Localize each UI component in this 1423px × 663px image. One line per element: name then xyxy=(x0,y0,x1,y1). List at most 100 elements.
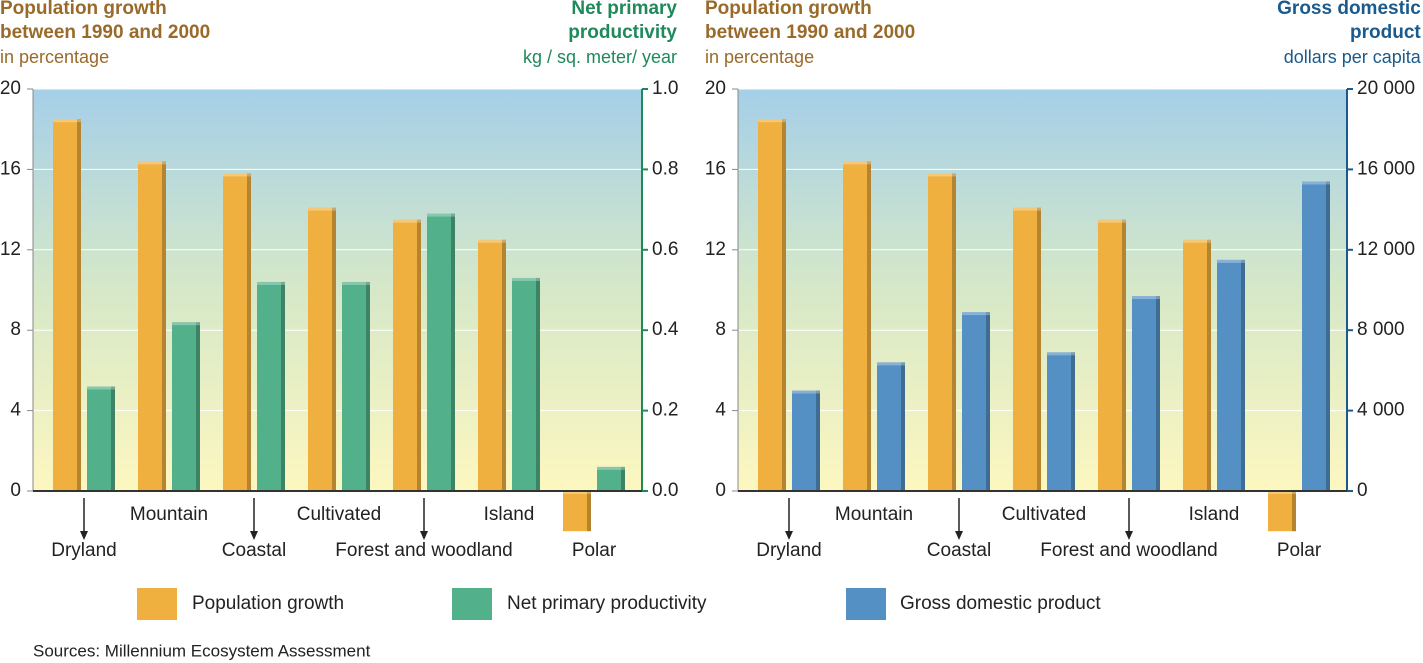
bar-top xyxy=(87,386,115,390)
plot-background xyxy=(738,89,1347,491)
x-tick-label: Cultivated xyxy=(1002,504,1087,525)
bar-side xyxy=(621,466,625,491)
bar xyxy=(427,213,455,491)
bar-top xyxy=(138,161,166,165)
x-tick-label: Coastal xyxy=(222,540,286,561)
y2-tick-label: 1.0 xyxy=(652,78,678,99)
bar-side xyxy=(1156,296,1160,491)
bar-side xyxy=(366,281,370,491)
y-tick-label: 20 xyxy=(705,78,726,99)
bar xyxy=(1132,296,1160,491)
bar xyxy=(342,281,370,491)
bar-top xyxy=(1183,239,1211,243)
y2-axis-unit: dollars per capita xyxy=(1284,47,1422,67)
y-tick-label: 0 xyxy=(10,480,21,501)
bar xyxy=(53,119,81,492)
bar xyxy=(877,362,905,491)
y-tick-label: 16 xyxy=(705,158,726,179)
y2-axis-title: Gross domestic xyxy=(1277,0,1421,19)
y2-tick-label: 12 000 xyxy=(1357,239,1415,260)
legend-label: Population growth xyxy=(192,593,344,614)
y2-axis-unit: kg / sq. meter/ year xyxy=(523,47,677,67)
bar xyxy=(563,491,591,532)
y2-axis-title: product xyxy=(1350,22,1421,43)
y-tick-label: 4 xyxy=(715,400,726,421)
legend-swatch xyxy=(452,588,492,620)
x-tick-label: Mountain xyxy=(130,504,208,525)
y-axis-unit: in percentage xyxy=(0,47,109,67)
bar xyxy=(1268,491,1296,532)
bar-top xyxy=(53,119,81,123)
x-tick-label: Dryland xyxy=(51,540,116,561)
bar-top xyxy=(342,281,370,285)
bar-side xyxy=(196,322,200,491)
arrow-head xyxy=(250,531,258,540)
y2-tick-label: 0.0 xyxy=(652,480,678,501)
y-tick-label: 12 xyxy=(0,239,21,260)
y2-axis-title: Net primary xyxy=(571,0,677,19)
bar xyxy=(257,281,285,491)
bar-side xyxy=(1037,207,1041,491)
x-tick-label: Dryland xyxy=(756,540,821,561)
bar xyxy=(1013,207,1041,491)
bar-side xyxy=(782,119,786,492)
x-tick-label: Polar xyxy=(1277,540,1322,561)
bar xyxy=(1098,219,1126,491)
bar-side xyxy=(1241,259,1245,491)
bar-top xyxy=(223,173,251,177)
y-tick-label: 4 xyxy=(10,400,21,421)
bar-top xyxy=(512,277,540,281)
bar-top xyxy=(1098,219,1126,223)
bar-side xyxy=(1207,239,1211,491)
bar xyxy=(172,322,200,491)
bar-top xyxy=(597,466,625,470)
bar-top xyxy=(172,322,200,326)
bar-side xyxy=(162,161,166,492)
bar-side xyxy=(451,213,455,491)
y-tick-label: 8 xyxy=(10,319,21,340)
arrow-head xyxy=(80,531,88,540)
y2-tick-label: 0.8 xyxy=(652,158,678,179)
bar-side xyxy=(1071,352,1075,491)
bar-top xyxy=(792,390,820,394)
bar-top xyxy=(478,239,506,243)
y2-axis-title: productivity xyxy=(568,22,677,43)
y2-tick-label: 0.2 xyxy=(652,400,678,421)
bar xyxy=(1047,352,1075,491)
legend-label: Gross domestic product xyxy=(900,593,1101,614)
bar-side xyxy=(1122,219,1126,491)
y-tick-label: 16 xyxy=(0,158,21,179)
bar-side xyxy=(502,239,506,491)
y-axis-title: Population growth xyxy=(705,0,872,19)
y-axis-unit: in percentage xyxy=(705,47,814,67)
bar xyxy=(87,386,115,491)
y-axis-title: between 1990 and 2000 xyxy=(0,22,210,43)
bar-top xyxy=(1217,259,1245,263)
x-tick-label: Forest and woodland xyxy=(335,540,512,561)
bar xyxy=(792,390,820,491)
bar-top xyxy=(877,362,905,366)
y-tick-label: 20 xyxy=(0,78,21,99)
arrow-head xyxy=(1125,531,1133,540)
x-tick-label: Coastal xyxy=(927,540,991,561)
legend-label: Net primary productivity xyxy=(507,593,707,614)
bar-side xyxy=(816,390,820,491)
source: Sources: Millennium Ecosystem Assessment xyxy=(33,641,371,660)
bar xyxy=(1183,239,1211,491)
bar-side xyxy=(111,386,115,491)
x-tick-label: Island xyxy=(484,504,535,525)
y2-tick-label: 0.6 xyxy=(652,239,678,260)
y2-tick-label: 16 000 xyxy=(1357,158,1415,179)
bar-top xyxy=(1268,491,1296,494)
bar-side xyxy=(281,281,285,491)
bar xyxy=(308,207,336,491)
bar-top xyxy=(393,219,421,223)
bar-top xyxy=(308,207,336,211)
bar xyxy=(478,239,506,491)
legend-swatch xyxy=(137,588,177,620)
bar-top xyxy=(1132,296,1160,300)
x-tick-label: Forest and woodland xyxy=(1040,540,1217,561)
bar-top xyxy=(1013,207,1041,211)
